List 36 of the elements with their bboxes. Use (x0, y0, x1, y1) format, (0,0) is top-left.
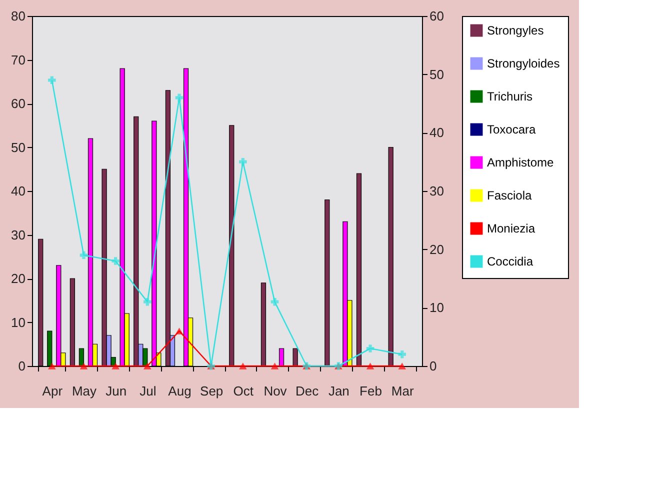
x-tick-label: Mar (391, 384, 414, 398)
y-tick-label: 80 (11, 8, 26, 24)
x-tick-label: May (72, 384, 98, 398)
y2-tick-label: 30 (430, 184, 444, 198)
y2-tick-label: 20 (430, 242, 444, 257)
y-tick-label: 70 (11, 52, 26, 68)
y2-tick-label: 40 (430, 125, 444, 140)
x-tick-label: Jun (106, 384, 127, 398)
x-tick-label: Aug (168, 384, 192, 398)
legend-label: Coccidia (487, 254, 534, 268)
x-tick-label: Sep (200, 384, 224, 398)
y-tick-label: 40 (11, 184, 26, 198)
legend-label: Toxocara (487, 122, 536, 136)
legend-label: Fasciola (487, 188, 532, 202)
x-tick-label: Feb (360, 384, 382, 398)
x-tick-label: Apr (42, 384, 64, 398)
legend-label: Amphistome (487, 156, 554, 170)
x-tick-label: Oct (233, 384, 254, 398)
y2-tick-label: 50 (430, 66, 444, 82)
y2-tick-label: 10 (430, 300, 444, 316)
y-tick-label: 60 (11, 96, 26, 111)
y-tick-label: 30 (11, 227, 26, 242)
x-tick-label: Jul (140, 384, 156, 398)
y2-tick-label: 60 (430, 8, 444, 24)
legend-label: Moniezia (487, 222, 536, 236)
legend-label: Strongyles (487, 24, 544, 38)
legend-label: Trichuris (487, 90, 533, 104)
legend-label: Strongyloides (487, 56, 560, 70)
x-tick-label: Nov (264, 384, 288, 398)
y-tick-label: 20 (11, 271, 26, 286)
y-tick-label: 50 (11, 140, 26, 155)
y-tick-label: 10 (11, 314, 26, 330)
y2-tick-label: 0 (430, 358, 437, 374)
y-tick-label: 0 (18, 358, 26, 374)
x-tick-label: Jan (328, 384, 350, 398)
x-tick-label: Dec (296, 384, 320, 398)
